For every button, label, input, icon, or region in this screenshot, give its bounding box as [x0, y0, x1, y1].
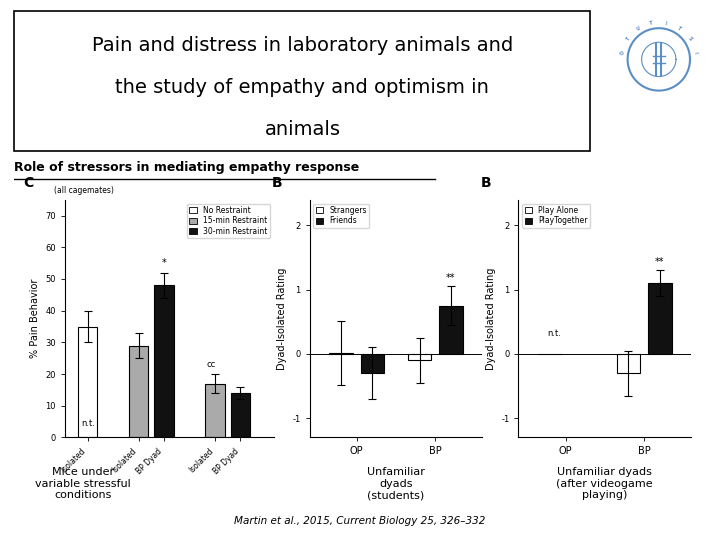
Text: n.t.: n.t. [81, 419, 94, 428]
Legend: Strangers, Friends: Strangers, Friends [313, 204, 369, 228]
Bar [129, 346, 148, 437]
Y-axis label: Dyad-Isolated Rating: Dyad-Isolated Rating [276, 267, 287, 370]
Text: C: C [23, 176, 33, 190]
Text: (all cagemates): (all cagemates) [55, 186, 114, 194]
Bar [439, 306, 463, 354]
Legend: Play Alone, PlayTogether: Play Alone, PlayTogether [522, 204, 590, 228]
Text: n.t.: n.t. [546, 329, 561, 338]
Text: B: B [271, 176, 282, 190]
Text: T: T [677, 26, 682, 32]
Text: I: I [692, 51, 698, 53]
FancyBboxPatch shape [14, 11, 590, 151]
Bar [329, 353, 353, 354]
Bar [648, 284, 672, 354]
Text: I: I [665, 21, 667, 26]
Bar [78, 327, 97, 437]
Y-axis label: Dyad-Isolated Rating: Dyad-Isolated Rating [485, 267, 495, 370]
Text: S: S [686, 36, 693, 42]
Text: T: T [649, 21, 654, 26]
Text: U: U [635, 25, 642, 32]
Y-axis label: % Pain Behavior: % Pain Behavior [30, 279, 40, 358]
Text: Unfamiliar dyads
(after videogame
playing): Unfamiliar dyads (after videogame playin… [557, 467, 653, 500]
Text: Mice under
variable stressful
conditions: Mice under variable stressful conditions [35, 467, 130, 500]
Text: B: B [480, 176, 491, 190]
Bar [205, 383, 225, 437]
Bar [231, 393, 250, 437]
Text: **: ** [446, 273, 456, 284]
Text: O: O [620, 50, 626, 55]
Legend: No Restraint, 15-min Restraint, 30-min Restraint: No Restraint, 15-min Restraint, 30-min R… [187, 204, 270, 238]
Text: the study of empathy and optimism in: the study of empathy and optimism in [115, 78, 490, 97]
Text: Martin et al., 2015, Current Biology 25, 326–332: Martin et al., 2015, Current Biology 25,… [234, 516, 486, 526]
Text: **: ** [655, 257, 665, 267]
Text: Role of stressors in mediating empathy response: Role of stressors in mediating empathy r… [14, 161, 360, 174]
Bar [408, 354, 431, 360]
Text: cc: cc [207, 360, 215, 369]
Text: Pain and distress in laboratory animals and: Pain and distress in laboratory animals … [91, 36, 513, 55]
Bar [361, 354, 384, 373]
Bar [154, 285, 174, 437]
Text: animals: animals [264, 120, 341, 139]
Bar [616, 354, 640, 373]
Text: Unfamiliar
dyads
(students): Unfamiliar dyads (students) [367, 467, 425, 500]
Text: T: T [625, 36, 631, 42]
Text: *: * [162, 258, 166, 268]
